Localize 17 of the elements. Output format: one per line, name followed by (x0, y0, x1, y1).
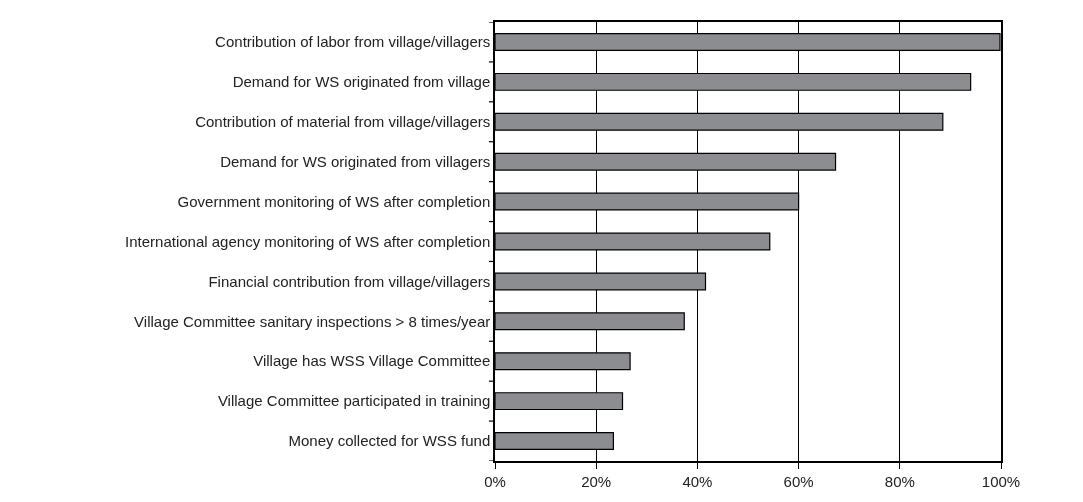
y-tick-label: Government monitoring of WS after completion (177, 192, 491, 210)
x-tick-label: 80% (884, 472, 915, 490)
y-tick-label: Village Committee sanitary inspections > 8 times/year (134, 312, 491, 330)
y-tick-label: Money collected for WSS fund (288, 432, 491, 450)
y-tick-label: Financial contribution from village/villagers (208, 272, 491, 290)
x-tick-label: 40% (682, 472, 713, 490)
x-tick-label: 60% (783, 472, 814, 490)
y-tick-label: Contribution of labor from village/villagers (215, 33, 491, 51)
y-tick-label: Village Committee participated in training (217, 392, 491, 410)
x-tick-label: 0% (484, 472, 506, 490)
y-tick-label: Contribution of material from village/villagers (195, 113, 491, 131)
y-tick-label: Demand for WS originated from village (232, 73, 491, 91)
y-tick-label: International agency monitoring of WS after completion (125, 232, 491, 250)
x-tick-label: 100% (981, 472, 1021, 490)
y-tick-label: Village has WSS Village Committee (253, 352, 491, 370)
x-tick-label: 20% (581, 472, 612, 490)
y-tick-label: Demand for WS originated from villagers (220, 152, 491, 170)
